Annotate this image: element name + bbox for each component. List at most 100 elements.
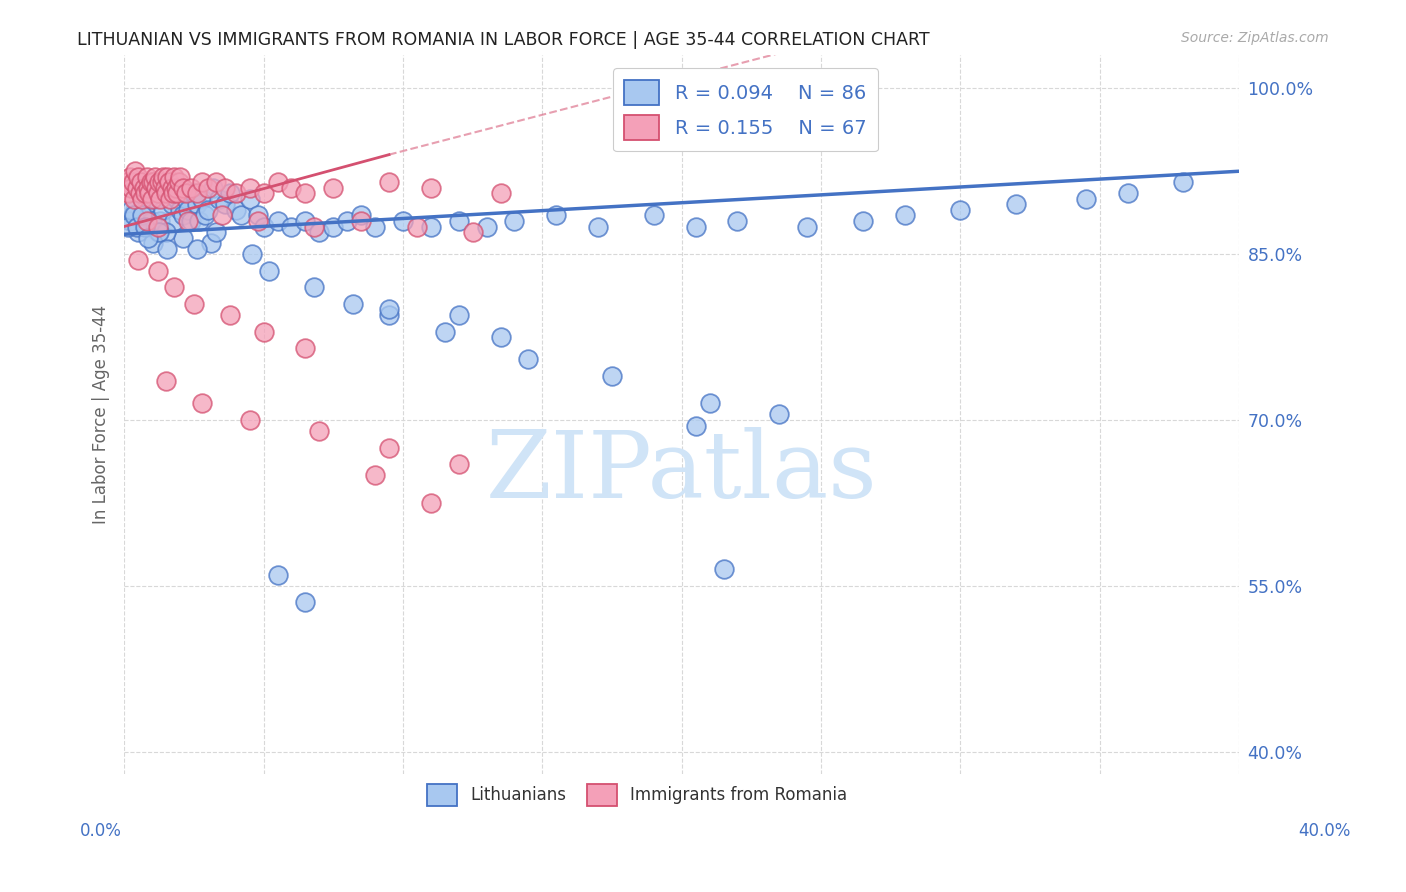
Point xyxy=(117,186,139,201)
Point xyxy=(685,418,707,433)
Point xyxy=(197,202,219,217)
Point xyxy=(546,209,568,223)
Point xyxy=(600,368,623,383)
Point xyxy=(342,297,364,311)
Point xyxy=(322,219,344,234)
Point xyxy=(148,175,170,189)
Point xyxy=(127,225,149,239)
Point xyxy=(294,341,316,355)
Point xyxy=(768,408,790,422)
Point xyxy=(447,214,470,228)
Point xyxy=(643,209,665,223)
Point xyxy=(155,186,177,201)
Point xyxy=(1116,186,1139,201)
Point xyxy=(183,297,205,311)
Point xyxy=(141,214,163,228)
Point xyxy=(125,219,148,234)
Point xyxy=(129,214,152,228)
Point xyxy=(202,181,225,195)
Point xyxy=(489,186,512,201)
Point xyxy=(152,169,174,184)
Point xyxy=(191,396,214,410)
Point xyxy=(128,186,150,201)
Point xyxy=(155,186,177,201)
Point xyxy=(225,186,247,201)
Point xyxy=(280,219,302,234)
Point xyxy=(149,214,172,228)
Point xyxy=(699,396,721,410)
Point xyxy=(252,186,274,201)
Point xyxy=(461,225,484,239)
Point xyxy=(378,441,401,455)
Point xyxy=(208,192,231,206)
Point xyxy=(214,197,236,211)
Point xyxy=(191,175,214,189)
Point xyxy=(166,192,188,206)
Point xyxy=(131,192,153,206)
Point xyxy=(392,214,415,228)
Y-axis label: In Labor Force | Age 35-44: In Labor Force | Age 35-44 xyxy=(93,305,110,524)
Point xyxy=(586,219,609,234)
Point xyxy=(242,247,264,261)
Point xyxy=(252,325,274,339)
Point xyxy=(146,225,169,239)
Point xyxy=(124,164,146,178)
Point xyxy=(239,413,262,427)
Point xyxy=(138,186,160,201)
Point xyxy=(294,595,316,609)
Point xyxy=(214,181,236,195)
Point xyxy=(169,202,191,217)
Point xyxy=(127,252,149,267)
Point xyxy=(239,181,262,195)
Point xyxy=(138,219,160,234)
Point xyxy=(121,209,143,223)
Point xyxy=(143,192,166,206)
Point xyxy=(124,202,146,217)
Point xyxy=(163,214,186,228)
Point xyxy=(200,236,222,251)
Point xyxy=(118,214,141,228)
Point xyxy=(447,308,470,322)
Point xyxy=(177,214,200,228)
Point xyxy=(433,325,456,339)
Point xyxy=(796,219,818,234)
Point xyxy=(134,219,156,234)
Point xyxy=(142,236,165,251)
Point xyxy=(152,202,174,217)
Point xyxy=(135,197,157,211)
Point xyxy=(146,186,169,201)
Point xyxy=(475,219,498,234)
Point xyxy=(266,175,288,189)
Point xyxy=(122,192,145,206)
Point xyxy=(122,209,145,223)
Point xyxy=(188,214,211,228)
Point xyxy=(186,242,208,256)
Point xyxy=(127,169,149,184)
Point xyxy=(160,197,183,211)
Point xyxy=(247,214,270,228)
Point xyxy=(120,181,142,195)
Point xyxy=(141,192,163,206)
Point xyxy=(219,186,242,201)
Point xyxy=(172,181,194,195)
Point xyxy=(157,181,180,195)
Point xyxy=(172,209,194,223)
Point xyxy=(117,219,139,234)
Point xyxy=(211,209,233,223)
Point xyxy=(266,567,288,582)
Point xyxy=(132,181,155,195)
Text: 40.0%: 40.0% xyxy=(1298,822,1351,840)
Point xyxy=(247,209,270,223)
Point xyxy=(135,169,157,184)
Text: Source: ZipAtlas.com: Source: ZipAtlas.com xyxy=(1181,31,1329,45)
Point xyxy=(142,175,165,189)
Point xyxy=(191,192,214,206)
Point xyxy=(183,186,205,201)
Point xyxy=(205,225,228,239)
Point xyxy=(727,214,749,228)
Point xyxy=(136,230,159,244)
Point xyxy=(157,175,180,189)
Point xyxy=(406,219,429,234)
Point xyxy=(419,496,441,510)
Point xyxy=(949,202,972,217)
